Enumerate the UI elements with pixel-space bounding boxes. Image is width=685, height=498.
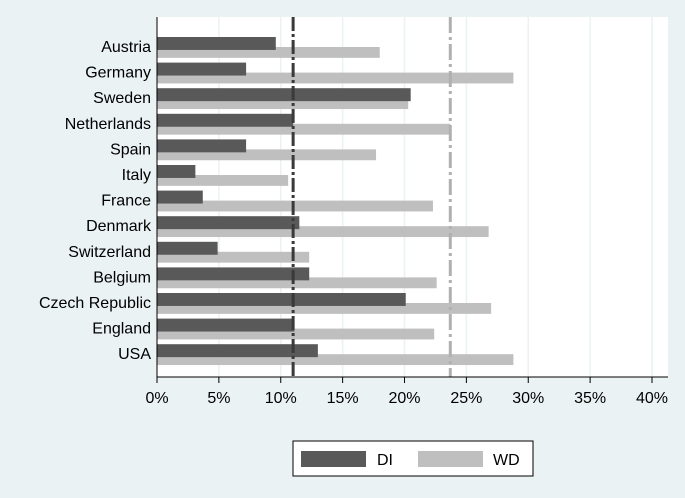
bar-wd [157,200,433,212]
category-label: Italy [122,167,151,184]
legend-swatch-di [301,451,366,467]
x-tick-label: 40% [636,390,668,407]
category-label: USA [118,346,151,363]
bar-wd [157,123,451,135]
x-tick-label: 20% [388,390,420,407]
bar-wd [157,175,289,186]
bar-wd [157,226,489,238]
category-label: Germany [85,65,151,82]
bar-di [157,165,196,178]
category-label: Belgium [93,269,151,286]
bar-wd [157,72,514,84]
bar-wd [157,251,310,263]
category-label: Denmark [86,218,152,235]
category-label: Sweden [93,90,151,107]
bar-wd [157,98,409,110]
category-label: Switzerland [68,244,151,261]
bar-di [157,62,247,76]
bar-wd [157,354,514,366]
x-tick-label: 30% [512,390,544,407]
bar-wd [157,277,437,289]
bar-di [157,37,276,50]
bar-di [157,293,406,306]
bar-di [157,139,247,153]
bar-di [157,318,295,332]
bar-wd [157,328,435,340]
category-label: France [101,193,151,210]
bar-wd [157,149,377,161]
category-label: England [92,321,151,338]
bar-wd [157,303,492,314]
x-tick-label: 15% [327,390,359,407]
legend-swatch-wd [418,451,483,467]
x-tick-label: 0% [145,390,168,407]
category-label: Austria [101,39,151,56]
bar-wd [157,47,380,58]
legend: DI WD [292,440,534,477]
bar-di [157,113,294,127]
bar-di [157,267,310,281]
category-label: Netherlands [65,116,151,133]
legend-label-di: DI [377,452,393,469]
x-tick-label: 10% [265,390,297,407]
bar-di [157,344,318,358]
bar-di [157,190,203,204]
category-label: Spain [110,141,151,158]
bar-di [157,216,300,230]
bar-di [157,241,218,255]
x-tick-label: 35% [574,390,606,407]
legend-label-wd: WD [493,452,520,469]
x-tick-label: 25% [450,390,482,407]
reference-lines [291,17,452,377]
x-axis-ticks: 0% 5% 10% 15% 20% 25% 30% 35% 40% [145,377,668,407]
bars [157,37,514,366]
category-label: Czech Republic [39,295,151,312]
bar-di [157,88,411,102]
category-labels: Austria Germany Sweden Netherlands Spain Ital… [39,39,152,363]
x-tick-label: 5% [207,390,230,407]
